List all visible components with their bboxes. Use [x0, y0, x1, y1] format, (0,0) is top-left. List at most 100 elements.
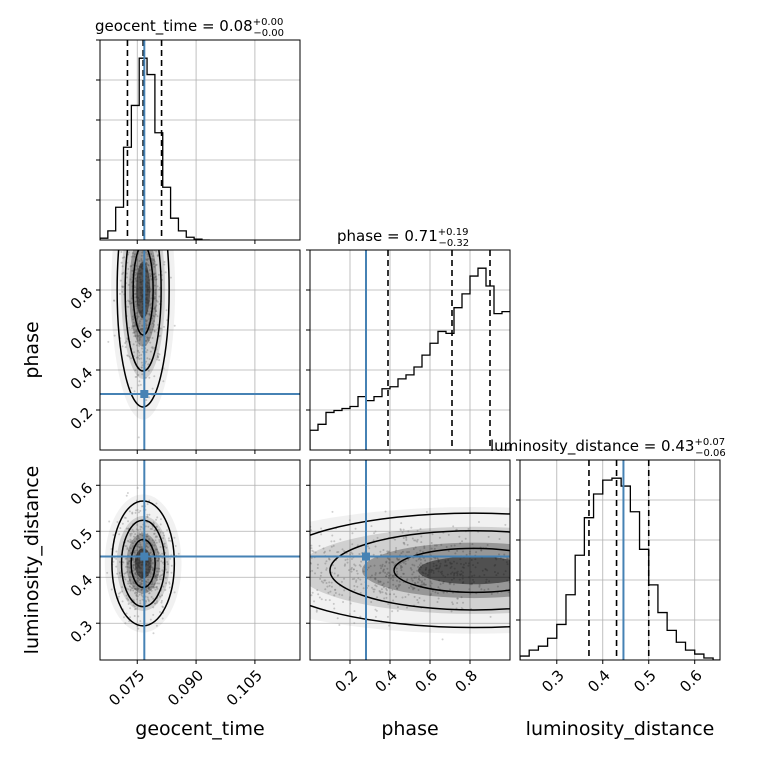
sample-point	[153, 315, 156, 318]
sample-point	[506, 557, 509, 560]
sample-point	[334, 592, 337, 595]
sample-point	[414, 539, 417, 542]
sample-point	[138, 560, 141, 563]
sample-point	[413, 564, 416, 567]
sample-point	[359, 578, 362, 581]
sample-point	[513, 581, 515, 583]
sample-point	[339, 538, 342, 541]
sample-point	[160, 574, 163, 577]
sample-point	[156, 600, 159, 603]
sample-point	[406, 551, 409, 554]
sample-point	[503, 553, 506, 556]
sample-point	[136, 350, 139, 353]
sample-point	[137, 335, 140, 338]
sample-point	[320, 571, 323, 574]
sample-point	[396, 609, 399, 612]
sample-point	[464, 537, 467, 540]
sample-point	[378, 589, 381, 592]
sample-point	[152, 325, 155, 328]
sample-point	[353, 610, 356, 613]
sample-point	[402, 537, 405, 540]
truth-marker	[140, 390, 149, 398]
sample-point	[131, 587, 134, 590]
sample-point	[146, 288, 149, 291]
sample-point	[461, 540, 464, 543]
sample-point	[134, 560, 137, 563]
sample-point	[137, 374, 140, 377]
sample-point	[151, 261, 154, 264]
sample-point	[401, 566, 404, 569]
sample-point	[495, 574, 498, 577]
sample-point	[405, 579, 408, 582]
sample-point	[381, 563, 384, 566]
sample-point	[131, 315, 134, 318]
sample-point	[442, 591, 445, 594]
sample-point	[147, 301, 150, 304]
sample-point	[385, 561, 388, 564]
sample-point	[141, 575, 144, 578]
sample-point	[156, 582, 159, 585]
sample-point	[461, 574, 464, 577]
sample-point	[406, 543, 409, 546]
sample-point	[158, 570, 161, 573]
sample-point	[169, 557, 172, 560]
sample-point	[149, 341, 152, 344]
sample-point	[138, 552, 141, 555]
sample-point	[141, 231, 143, 233]
sample-point	[527, 566, 529, 568]
sample-point	[332, 602, 335, 605]
sample-point	[134, 226, 136, 228]
sample-point	[310, 594, 313, 597]
title-geocent-time-text: geocent_time = 0.08+0.00 −0.00	[95, 17, 284, 39]
sample-point	[139, 572, 142, 575]
sample-point	[485, 581, 488, 584]
sample-point	[129, 541, 132, 544]
sample-point	[452, 525, 455, 528]
sample-point	[135, 559, 138, 562]
sample-point	[146, 513, 149, 516]
sample-point	[126, 563, 129, 566]
sample-point	[146, 236, 148, 238]
sample-point	[133, 325, 136, 328]
sample-point	[392, 579, 395, 582]
sample-point	[127, 562, 130, 565]
sample-point	[437, 586, 440, 589]
sample-point	[392, 561, 395, 564]
sample-point	[138, 357, 141, 360]
sample-point	[435, 567, 438, 570]
sample-point	[146, 288, 149, 291]
sample-point	[149, 571, 152, 574]
sample-point	[468, 552, 471, 555]
sample-point	[148, 592, 151, 595]
sample-point	[133, 335, 136, 338]
sample-point	[147, 587, 150, 590]
sample-point	[360, 583, 363, 586]
sample-point	[139, 578, 142, 581]
sample-point	[146, 222, 148, 224]
sample-point	[163, 263, 166, 266]
sample-point	[140, 357, 143, 360]
sample-point	[141, 237, 143, 239]
sample-point	[154, 209, 156, 211]
sample-point	[437, 559, 440, 562]
sample-point	[440, 572, 443, 575]
sample-point	[384, 510, 387, 513]
sample-point	[158, 288, 161, 291]
sample-point	[136, 272, 139, 275]
sample-point	[138, 260, 141, 263]
sample-point	[164, 576, 167, 579]
sample-point	[441, 638, 444, 641]
sample-point	[450, 562, 453, 565]
sample-point	[118, 571, 121, 574]
sample-point	[110, 588, 113, 591]
sample-point	[382, 568, 385, 571]
sample-point	[137, 543, 140, 546]
sample-point	[155, 535, 158, 538]
sample-point	[132, 582, 135, 585]
sample-point	[453, 574, 456, 577]
sample-point	[165, 582, 168, 585]
sample-point	[136, 558, 139, 561]
sample-point	[320, 580, 323, 583]
sample-point	[405, 606, 408, 609]
sample-point	[159, 546, 162, 549]
